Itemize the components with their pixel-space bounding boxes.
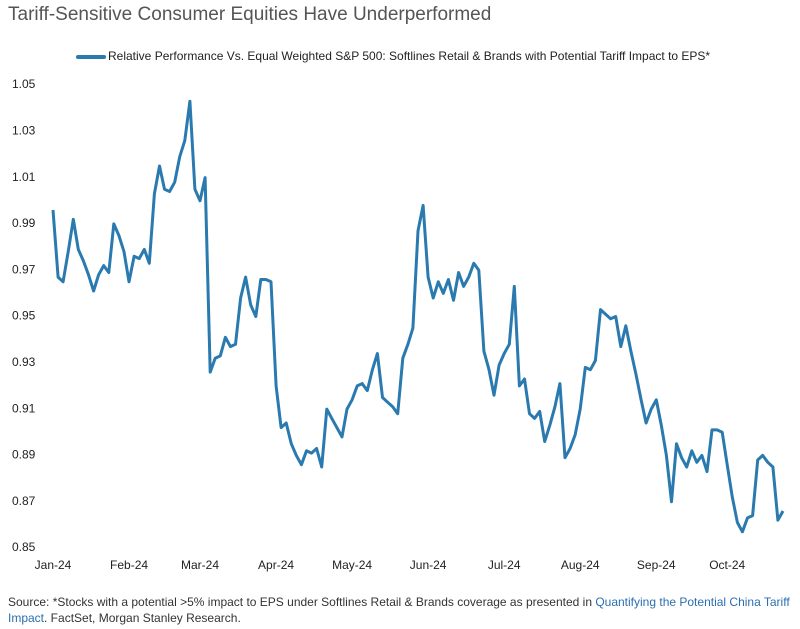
x-tick-label: Sep-24	[637, 558, 676, 572]
y-tick-label: 0.95	[12, 309, 36, 323]
x-tick-label: Feb-24	[110, 558, 148, 572]
y-tick-label: 0.87	[12, 494, 36, 508]
y-tick-label: 0.85	[12, 540, 36, 554]
y-tick-label: 0.89	[12, 448, 36, 462]
y-tick-label: 1.03	[12, 123, 36, 137]
y-tick-label: 0.93	[12, 355, 36, 369]
x-tick-label: Jul-24	[488, 558, 521, 572]
y-tick-label: 0.91	[12, 401, 36, 415]
source-prefix: Source: *Stocks with a potential >5% imp…	[8, 595, 596, 609]
y-tick-label: 1.05	[12, 77, 36, 91]
source-suffix: . FactSet, Morgan Stanley Research.	[44, 611, 241, 625]
y-tick-label: 0.97	[12, 262, 36, 276]
chart-title: Tariff-Sensitive Consumer Equities Have …	[8, 4, 492, 25]
x-tick-label: Oct-24	[709, 558, 745, 572]
y-tick-label: 0.99	[12, 216, 36, 230]
x-tick-label: May-24	[332, 558, 372, 572]
legend-label: Relative Performance Vs. Equal Weighted …	[108, 49, 710, 63]
source-link[interactable]: Quantifying the Potential China Tariff I…	[8, 595, 790, 625]
series-line	[51, 99, 785, 534]
x-tick-label: Jun-24	[410, 558, 447, 572]
source-note: Source: *Stocks with a potential >5% imp…	[8, 594, 793, 626]
x-tick-label: Apr-24	[258, 558, 294, 572]
x-tick-label: Jan-24	[35, 558, 72, 572]
chart: 0.85 0.87 0.89 0.91 0.93 0.95 0.97 0.99 1.01 1.03…	[12, 49, 785, 572]
x-tick-label: Mar-24	[181, 558, 219, 572]
x-tick-label: Aug-24	[561, 558, 600, 572]
y-tick-label: 1.01	[12, 170, 36, 184]
